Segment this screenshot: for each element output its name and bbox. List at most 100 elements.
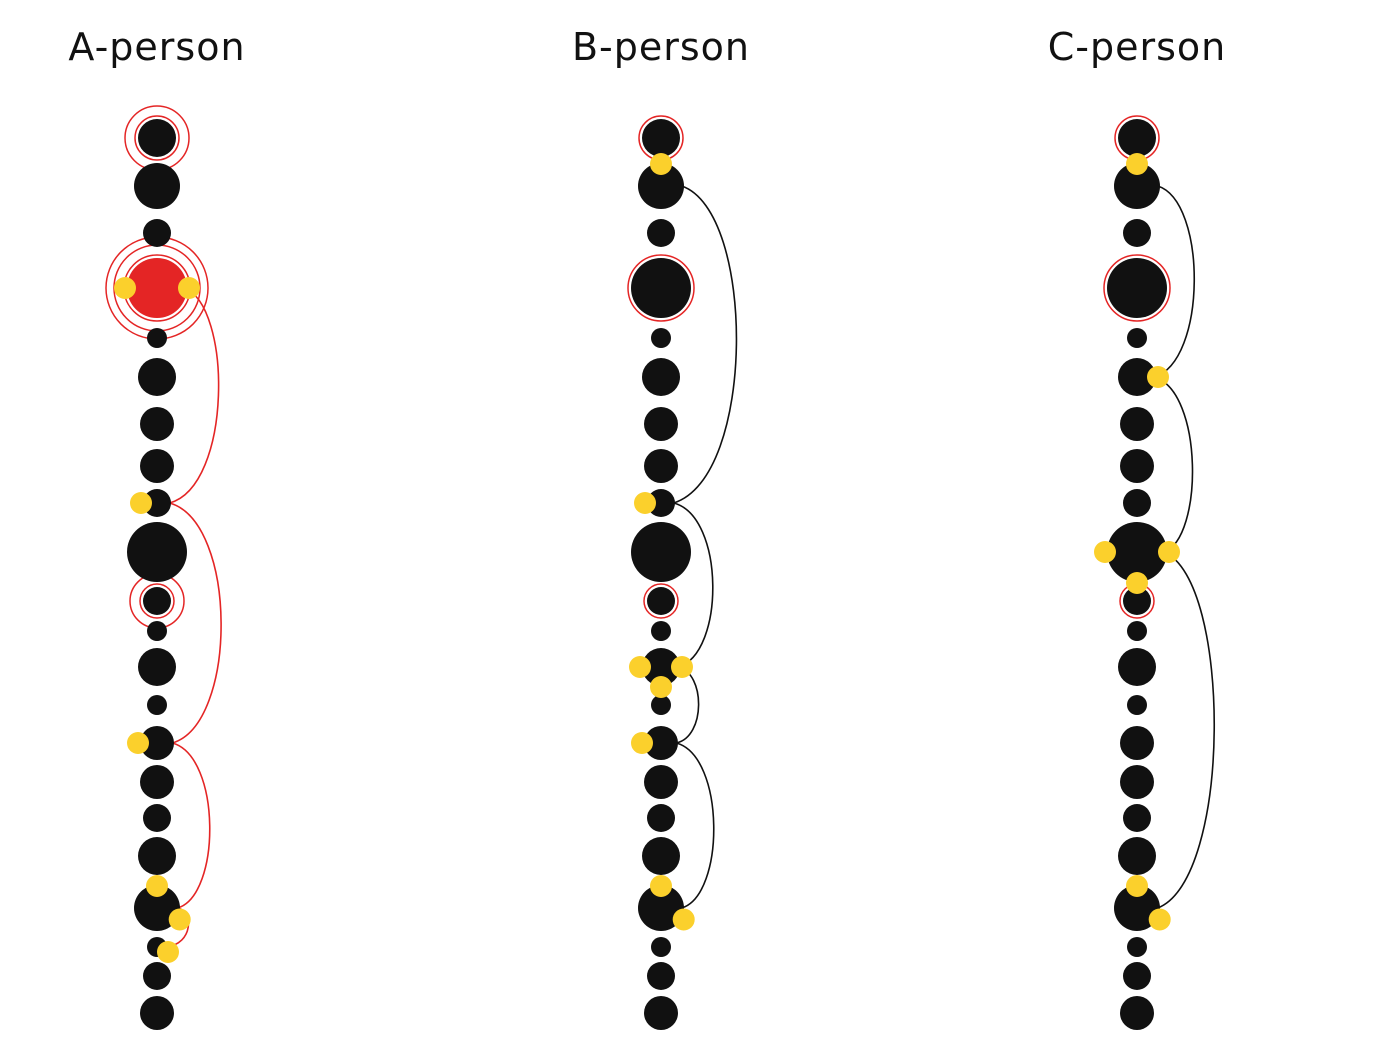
panel-a-node [147,695,167,715]
panel-b-node [647,804,675,832]
panel-b-nodes [631,119,691,1030]
panel-a-node [140,726,174,760]
panel-b-path [670,185,738,909]
panel-c-node [1118,119,1156,157]
panel-a-node [140,765,174,799]
panel-b: B-person [572,25,750,1030]
panel-c-marker [1147,366,1169,388]
panel-b-marker [631,732,653,754]
panel-a-node [138,358,176,396]
panel-b-node [651,937,671,957]
panel-c-node [1107,258,1167,318]
panel-c-node [1127,695,1147,715]
panel-c-node [1120,726,1154,760]
panel-a-node [140,407,174,441]
panel-b-node [651,621,671,641]
panel-c-node [1114,885,1160,931]
panel-b-highlight-ring [643,583,679,619]
panel-b-node [651,328,671,348]
panel-a-node [147,328,167,348]
panel-b-node [642,648,680,686]
panel-c-highlight-ring [1103,254,1171,322]
panel-b-markers [629,153,695,931]
panel-a-node [143,489,171,517]
panel-b-node [651,695,671,715]
panel-c-title: C-person [1048,25,1227,69]
panel-b-node [647,489,675,517]
panel-b-node [638,163,684,209]
panel-a-nodes [127,119,187,1030]
panel-b-node [647,587,675,615]
panel-c-node [1107,522,1167,582]
panel-a-node [138,837,176,875]
panel-a-markers [114,277,200,963]
panel-a-node [138,648,176,686]
panel-a-node [134,163,180,209]
panel-b-highlight-ring [627,254,695,322]
panel-b-node [642,119,680,157]
panel-c-node [1118,837,1156,875]
panel-a-active-node [127,258,187,318]
panel-c-node [1127,621,1147,641]
panel-c-node [1118,358,1156,396]
panel-a-marker [178,277,200,299]
panel-a-node [143,219,171,247]
panel-a-node [140,449,174,483]
panel-b-node [644,765,678,799]
panel-c-node [1114,163,1160,209]
panel-c-marker [1094,541,1116,563]
panel-b-marker [629,656,651,678]
panel-b-node [644,996,678,1030]
panel-c-node [1120,449,1154,483]
panel-b-node [642,358,680,396]
panel-a-node [143,804,171,832]
panel-a-highlight-ring [139,583,175,619]
panel-b-title: B-person [572,25,750,69]
panel-b-node [644,449,678,483]
panel-b-marker [650,153,672,175]
panel-c-marker [1158,541,1180,563]
panel-b-connector-line [670,185,738,909]
panel-a-node [143,962,171,990]
panel-a-node [138,119,176,157]
panel-b-node [642,837,680,875]
panel-a-node [147,621,167,641]
panel-c-node [1120,765,1154,799]
panel-c-node [1120,996,1154,1030]
panel-a-marker [157,941,179,963]
panel-c: C-person [1048,25,1227,1030]
panel-c-node [1123,804,1151,832]
panel-c-markers [1094,153,1180,931]
panel-a-node [140,996,174,1030]
panel-b-marker [671,656,693,678]
panel-c-node [1118,648,1156,686]
panel-c-nodes [1107,119,1167,1030]
panel-b-marker [672,908,695,931]
panel-a-marker [146,875,168,897]
panel-c-node [1123,962,1151,990]
panel-c-node [1123,489,1151,517]
panel-c-node [1127,937,1147,957]
panel-a-title: A-person [68,25,245,69]
panel-a-highlight-ring [134,115,180,161]
panel-a-node [143,587,171,615]
panel-a-marker [114,277,136,299]
panel-b-node [644,726,678,760]
panel-c-node [1127,328,1147,348]
panel-b-node [638,885,684,931]
panel-c-marker [1126,153,1148,175]
panel-b-node [644,407,678,441]
panel-a-marker [127,732,149,754]
panel-c-node [1123,219,1151,247]
panel-b-node [647,962,675,990]
panel-b-node [647,219,675,247]
panel-b-node [631,522,691,582]
panel-c-marker [1126,572,1148,594]
panel-a-node [127,522,187,582]
panel-a-marker [130,492,152,514]
panel-b-marker [650,875,672,897]
panel-c-connector-line [1151,185,1216,909]
panel-a-node [134,885,180,931]
panel-c-node [1123,587,1151,615]
